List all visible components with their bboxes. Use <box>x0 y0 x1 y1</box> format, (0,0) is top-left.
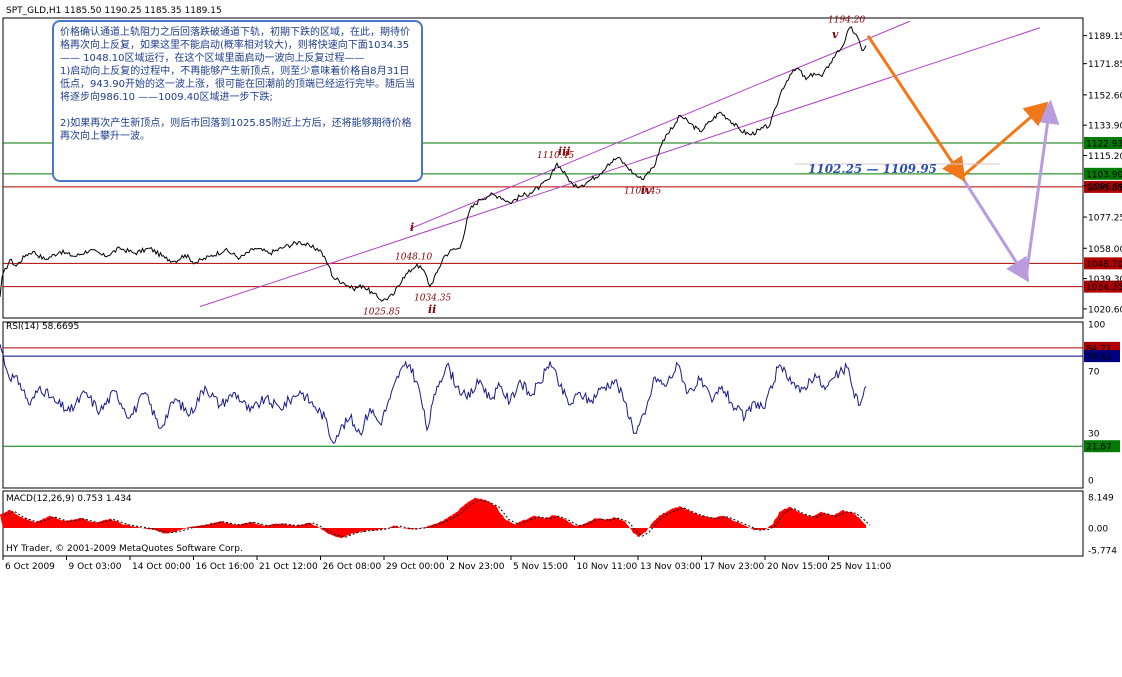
time-tick-label: 17 Nov 23:00 <box>704 562 765 572</box>
price-tick-label: 1115.20 <box>1088 152 1122 162</box>
price-tick-label: 1020.60 <box>1088 305 1122 315</box>
time-tick-label: 6 Oct 2009 <box>5 562 55 572</box>
time-tick-label: 9 Oct 03:00 <box>69 562 122 572</box>
level-label: 1048.70 <box>1086 260 1122 270</box>
level-tag <box>1084 180 1122 193</box>
macd-title: MACD(12,26,9) 0.753 1.434 <box>6 494 132 504</box>
time-tick-label: 20 Nov 15:00 <box>767 562 828 572</box>
time-tick-label: 21 Oct 12:00 <box>259 562 318 572</box>
rsi-level-label: 21.67 <box>1086 443 1112 453</box>
rsi-line <box>0 344 867 445</box>
analysis-note-box: 价格确认通道上轨阻力之后回落跌破通道下轨，初期下跌的区域，在此，期待价格再次向上… <box>52 20 423 182</box>
macd-pane: 8.149 0.00 -5.774 <box>0 494 1117 556</box>
pane-frame <box>2 17 1084 319</box>
time-tick-label: 2 Nov 23:00 <box>450 562 505 572</box>
price-tick-label: 1152.60 <box>1088 91 1122 101</box>
target-zone-label: 1102.25 — 1109.95 <box>808 162 937 176</box>
rsi-level-label: 84.71 <box>1086 344 1112 354</box>
copyright-text: HY Trader, © 2001-2009 MetaQuotes Softwa… <box>6 544 243 554</box>
wave-label: iii <box>558 145 571 158</box>
time-tick-label: 5 Nov 15:00 <box>513 562 568 572</box>
wave-label: i <box>410 221 414 234</box>
price-label: 1025.85 <box>363 307 400 317</box>
wave-label: ii <box>428 303 436 316</box>
price-tick-label: 1039.30 <box>1088 275 1122 285</box>
macd-tick-label: -5.774 <box>1088 546 1117 556</box>
level-tag <box>1084 257 1122 270</box>
price-annotations: 1194.20 1110.45 1100.45 1048.10 1034.35 1025.… <box>363 15 865 317</box>
note-line: 2)如果再次产生新顶点，则后市回落到1025.85附近上方后，还将能够期待价格再… <box>60 118 412 142</box>
level-tag <box>1084 280 1122 293</box>
macd-histogram <box>0 497 866 539</box>
macd-tick-label: 8.149 <box>1088 494 1114 504</box>
axes: 1189.15 1171.85 1152.60 1133.90 1115.20 1096.… <box>2 32 1122 572</box>
price-tick-label: 1189.15 <box>1088 32 1122 42</box>
level-label: 1122.93 <box>1086 139 1122 149</box>
pane-frame <box>2 321 1084 489</box>
price-label: 1034.35 <box>414 294 451 304</box>
time-tick-label: 14 Oct 00:00 <box>132 562 191 572</box>
level-tag <box>1084 136 1122 149</box>
wave-label: v <box>832 28 839 41</box>
macd-tick-label: 0.00 <box>1088 525 1108 535</box>
macd-signal-line <box>3 499 871 538</box>
time-tick-label: 16 Oct 16:00 <box>196 562 255 572</box>
price-label: 1048.10 <box>395 252 432 262</box>
rsi-level-label: 79.41 <box>1086 353 1112 363</box>
rsi-level-tag <box>1084 440 1120 453</box>
rsi-tick-label: 30 <box>1088 430 1100 440</box>
chart-header: SPT_GLD,H1 1185.50 1190.25 1185.35 1189.… <box>6 6 222 16</box>
rsi-title: RSI(14) 58.6695 <box>6 322 79 332</box>
rsi-level-tag <box>1084 350 1120 363</box>
note-line: 价格确认通道上轨阻力之后回落跌破通道下轨，初期下跌的区域，在此，期待价格再次向上… <box>60 27 410 64</box>
price-label: 1110.45 <box>537 151 574 161</box>
rsi-tick-label: 100 <box>1088 321 1105 331</box>
time-tick-label: 13 Nov 03:00 <box>640 562 701 572</box>
projection-arrows <box>795 35 1060 283</box>
rsi-tick-label: 70 <box>1088 367 1100 377</box>
projection-orange-down <box>866 35 966 182</box>
time-tick-label: 29 Oct 00:00 <box>386 562 445 572</box>
price-line <box>0 26 867 302</box>
time-tick-label: 26 Oct 08:00 <box>323 562 382 572</box>
time-tick-label: 10 Nov 11:00 <box>577 562 638 572</box>
projection-orange-up <box>961 101 1049 179</box>
rsi-tick-label: 0 <box>1088 477 1094 487</box>
note-line: 1)启动向上反复的过程中，不再能够产生新顶点，则至少意味着价格自8月31日低点，… <box>60 66 415 103</box>
channel-line <box>199 27 1041 308</box>
note-line <box>60 104 415 117</box>
level-label: 1103.90 <box>1086 170 1122 180</box>
level-tag <box>1084 167 1122 180</box>
level-label: 1034.35 <box>1086 283 1122 293</box>
time-tick-label: 25 Nov 11:00 <box>831 562 892 572</box>
price-label: 1100.45 <box>624 186 661 196</box>
price-tick-label: 1171.85 <box>1088 60 1122 70</box>
price-tick-label: 1133.90 <box>1088 122 1122 132</box>
price-series <box>0 26 867 302</box>
price-tick-label: 1096.50 <box>1088 182 1122 192</box>
projection-violet-down <box>960 176 1030 283</box>
level-label: 1095.85 <box>1086 183 1122 193</box>
wave-label: iv <box>641 184 652 197</box>
price-tick-label: 1077.25 <box>1088 214 1122 224</box>
price-label: 1194.20 <box>828 15 865 25</box>
projection-violet-up <box>1024 99 1060 278</box>
price-tick-label: 1058.00 <box>1088 245 1122 255</box>
